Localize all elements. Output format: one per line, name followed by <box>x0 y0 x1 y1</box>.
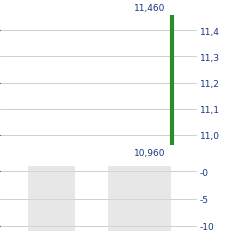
Bar <box>28 166 75 231</box>
Text: 11,460: 11,460 <box>134 4 165 13</box>
Text: 10,960: 10,960 <box>134 148 165 157</box>
Bar <box>108 166 171 231</box>
